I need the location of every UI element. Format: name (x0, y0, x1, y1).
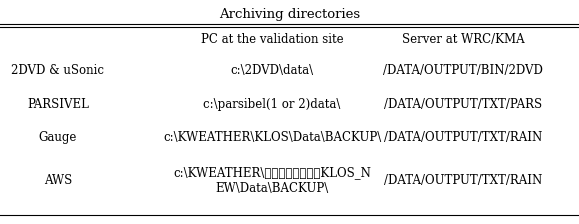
Text: c:\KWEATHER\KLOS\Data\BACKUP\: c:\KWEATHER\KLOS\Data\BACKUP\ (163, 131, 381, 144)
Text: PARSIVEL: PARSIVEL (27, 98, 89, 111)
Text: Archiving directories: Archiving directories (219, 8, 360, 21)
Text: c:\2DVD\data\: c:\2DVD\data\ (230, 64, 314, 77)
Text: /DATA/OUTPUT/TXT/RAIN: /DATA/OUTPUT/TXT/RAIN (384, 174, 543, 187)
Text: c:\KWEATHER\레이더테스트베드KLOS_N
EW\Data\BACKUP\: c:\KWEATHER\레이더테스트베드KLOS_N EW\Data\BACKU… (173, 166, 371, 195)
Text: /DATA/OUTPUT/TXT/RAIN: /DATA/OUTPUT/TXT/RAIN (384, 131, 543, 144)
Text: c:\parsibel(1 or 2)data\: c:\parsibel(1 or 2)data\ (203, 98, 341, 111)
Text: 2DVD & uSonic: 2DVD & uSonic (12, 64, 104, 77)
Text: PC at the validation site: PC at the validation site (201, 33, 343, 46)
Text: Gauge: Gauge (39, 131, 77, 144)
Text: AWS: AWS (44, 174, 72, 187)
Text: /DATA/OUTPUT/TXT/PARS: /DATA/OUTPUT/TXT/PARS (384, 98, 543, 111)
Text: Server at WRC/KMA: Server at WRC/KMA (402, 33, 525, 46)
Text: /DATA/OUTPUT/BIN/2DVD: /DATA/OUTPUT/BIN/2DVD (383, 64, 543, 77)
